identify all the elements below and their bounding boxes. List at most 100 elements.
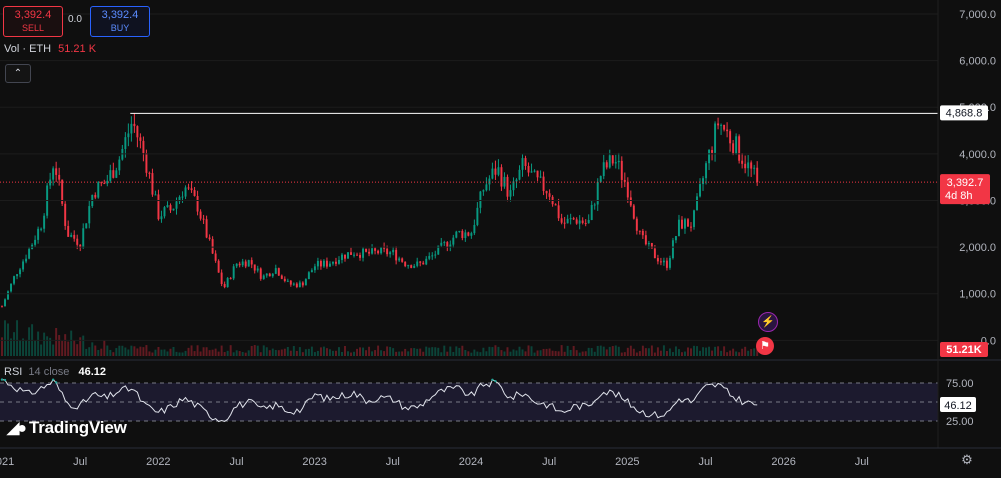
time-tick-label: Jul: [229, 456, 243, 468]
candle-body: [572, 218, 575, 220]
candle-body: [380, 247, 383, 254]
volume-bar: [64, 334, 67, 356]
collapse-legend-button[interactable]: ⌃: [5, 64, 31, 83]
resistance-price-tag: [940, 105, 988, 121]
volume-bar: [265, 347, 268, 356]
resistance-price-label: 4,868.8: [946, 107, 983, 119]
price-axis[interactable]: 0.01,000.02,000.03,000.04,000.05,000.06,…: [937, 0, 996, 448]
tradingview-logo-icon: ◢●: [7, 420, 27, 437]
volume-bar: [398, 351, 401, 356]
volume-bar: [452, 351, 455, 356]
volume-bar: [533, 352, 536, 356]
volume-bar: [19, 340, 22, 356]
volume-bar: [581, 351, 584, 356]
candle-body: [461, 230, 464, 239]
volume-bar: [662, 345, 665, 356]
volume-bar: [55, 328, 58, 356]
volume-bar: [100, 348, 103, 356]
dividend-event-icon[interactable]: ⚡: [758, 312, 778, 332]
candle-body: [307, 272, 310, 280]
volume-bar: [407, 351, 410, 356]
volume-bar: [756, 348, 759, 356]
volume-bar: [61, 340, 64, 356]
candle-body: [581, 220, 584, 223]
candle-body: [569, 218, 572, 220]
candle-body: [512, 181, 515, 191]
price-tick-label: 1,000.0: [959, 289, 996, 301]
volume-bar: [13, 332, 16, 356]
candle-body: [259, 268, 262, 279]
volume-bar: [232, 352, 235, 356]
candle-body: [530, 171, 533, 173]
volume-bar: [659, 350, 662, 356]
candle-body: [289, 280, 292, 285]
volume-bar: [693, 345, 695, 356]
volume-bar: [632, 348, 635, 356]
candle-body: [337, 259, 340, 264]
rsi-legend[interactable]: RSI 14 close 46.12: [4, 366, 106, 378]
volume-bar: [509, 351, 512, 356]
candle-body: [94, 194, 97, 198]
buy-button[interactable]: 3,392.4 BUY: [90, 6, 150, 37]
volume-bar: [310, 346, 313, 356]
volume-bar: [470, 352, 473, 356]
sell-button[interactable]: 3,392.4 SELL: [3, 6, 63, 37]
volume-bar: [680, 352, 683, 356]
rsi-pane[interactable]: 75.00 25.00 46.12: [0, 359, 1001, 428]
candle-body: [395, 249, 398, 261]
volume-bar: [331, 350, 334, 356]
candle-body: [611, 155, 614, 164]
volume-pane[interactable]: [1, 320, 759, 356]
candle-body: [268, 273, 271, 277]
candle-body: [82, 228, 85, 248]
candle-body: [605, 162, 608, 168]
candle-body: [741, 160, 744, 164]
candle-body: [527, 166, 530, 173]
candle-body: [446, 242, 449, 248]
price-tick-label: 6,000.0: [959, 56, 996, 68]
volume-bar: [572, 345, 575, 356]
candle-body: [28, 249, 31, 259]
volume-bar: [467, 351, 470, 356]
candle-body: [115, 170, 118, 178]
sell-price: 3,392.4: [14, 9, 52, 21]
gear-icon[interactable]: ⚙: [961, 452, 973, 467]
time-axis[interactable]: 2021 Jul 2022 Jul 2023 Jul 2024 Jul 2025 Jul 2026 J…: [0, 447, 1001, 468]
candle-body: [187, 187, 190, 189]
candle-body: [292, 283, 295, 285]
volume-legend[interactable]: Vol · ETH 51.21 K: [4, 43, 96, 55]
candle-body: [226, 278, 229, 288]
volume-bar: [647, 348, 650, 356]
chart-events[interactable]: ⚡ ⚑: [754, 312, 778, 355]
candle-body: [13, 276, 16, 284]
volume-bar: [250, 345, 253, 356]
rsi-overbought-mark: [494, 379, 497, 383]
candle-body: [283, 278, 286, 282]
candle-body: [362, 248, 365, 258]
volume-bar: [668, 348, 671, 356]
volume-bar: [160, 349, 163, 356]
volume-bar: [425, 346, 428, 356]
time-tick-label: 2022: [146, 456, 170, 468]
candle-body: [422, 262, 425, 265]
candle-body: [184, 187, 187, 197]
us-flag-event-icon[interactable]: ⚑: [756, 337, 774, 355]
volume-bar: [449, 346, 452, 356]
rsi-value-label: 46.12: [944, 400, 972, 412]
candle-body: [680, 219, 683, 229]
candle-body: [350, 252, 352, 255]
volume-bar: [238, 351, 241, 356]
candle-body: [359, 254, 362, 258]
candle-body: [702, 178, 705, 185]
candle-body: [52, 168, 55, 180]
volume-bar: [157, 347, 160, 356]
volume-bar: [708, 346, 711, 356]
rsi-value-tag: [940, 396, 976, 412]
candle-body: [220, 272, 223, 284]
candle-body: [181, 196, 184, 198]
tradingview-logo[interactable]: ◢● TradingView: [7, 418, 127, 438]
volume-bar: [253, 345, 256, 356]
volume-bar: [190, 345, 193, 356]
volume-bar: [148, 351, 151, 356]
